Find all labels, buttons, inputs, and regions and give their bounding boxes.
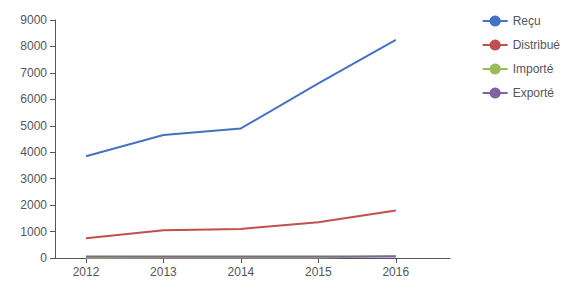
svg-text:2012: 2012 <box>73 265 100 279</box>
svg-text:2013: 2013 <box>150 265 177 279</box>
svg-text:4000: 4000 <box>20 145 47 159</box>
svg-text:Importé: Importé <box>513 62 554 76</box>
svg-text:7000: 7000 <box>20 66 47 80</box>
svg-text:6000: 6000 <box>20 92 47 106</box>
svg-text:5000: 5000 <box>20 119 47 133</box>
svg-text:2016: 2016 <box>382 265 409 279</box>
svg-text:0: 0 <box>40 251 47 265</box>
svg-text:2000: 2000 <box>20 198 47 212</box>
svg-text:9000: 9000 <box>20 13 47 27</box>
svg-text:Reçu: Reçu <box>513 14 541 28</box>
svg-text:2014: 2014 <box>228 265 255 279</box>
svg-text:2015: 2015 <box>305 265 332 279</box>
svg-text:8000: 8000 <box>20 39 47 53</box>
svg-text:3000: 3000 <box>20 172 47 186</box>
svg-text:Distribué: Distribué <box>513 38 561 52</box>
svg-text:1000: 1000 <box>20 225 47 239</box>
svg-text:Exporté: Exporté <box>513 86 555 100</box>
